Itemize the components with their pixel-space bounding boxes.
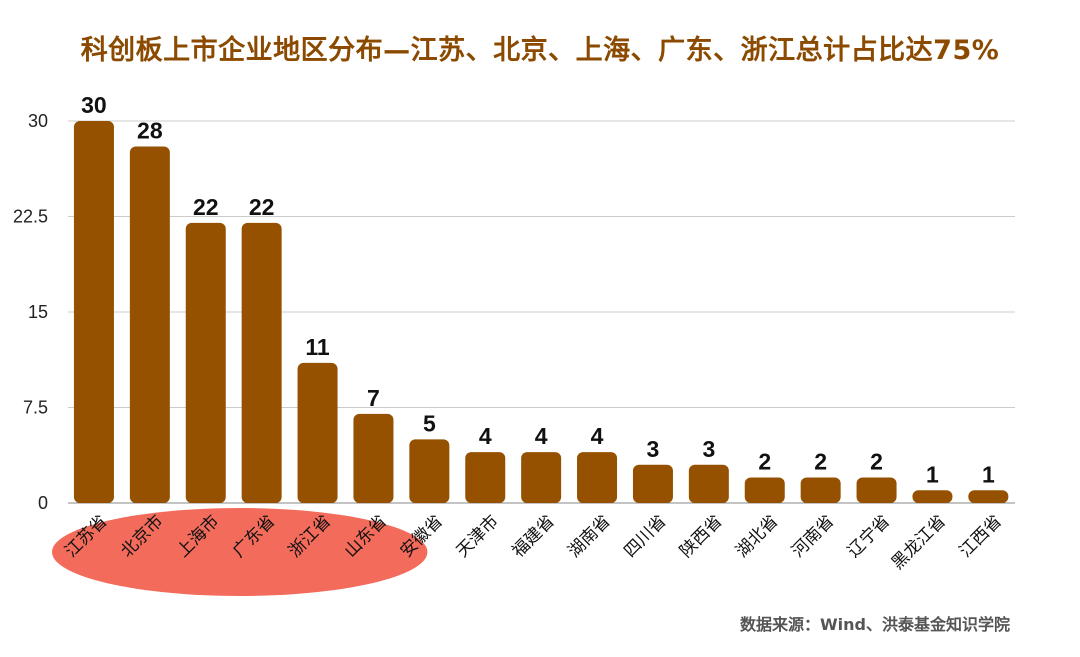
y-tick-label: 22.5 — [13, 207, 48, 227]
bar — [968, 490, 1009, 503]
highlight-ellipse — [52, 508, 428, 596]
bar — [353, 413, 394, 503]
x-tick-label: 江西省 — [956, 511, 1006, 561]
x-tick-label: 天津市 — [453, 511, 503, 561]
x-tick-label: 四川省 — [620, 511, 670, 561]
data-label: 11 — [305, 334, 330, 360]
bar — [856, 477, 897, 503]
x-tick-label: 湖北省 — [732, 511, 782, 561]
data-label: 7 — [367, 385, 380, 411]
data-label: 1 — [926, 461, 939, 487]
data-label: 30 — [81, 92, 107, 118]
data-label: 4 — [591, 423, 604, 449]
x-tick-label: 陕西省 — [676, 511, 726, 561]
data-label: 3 — [647, 436, 660, 462]
data-label: 22 — [193, 194, 219, 220]
data-label: 22 — [249, 194, 275, 220]
bar — [521, 452, 562, 503]
bar — [73, 121, 114, 503]
x-tick-label: 福建省 — [508, 511, 558, 561]
x-tick-label: 辽宁省 — [844, 511, 894, 561]
bar — [912, 490, 953, 503]
y-tick-label: 15 — [28, 302, 48, 322]
data-label: 2 — [870, 449, 883, 475]
y-tick-label: 0 — [38, 493, 48, 513]
x-tick-label: 黑龙江省 — [888, 511, 950, 573]
data-label: 2 — [814, 449, 827, 475]
x-tick-label: 湖南省 — [564, 511, 614, 561]
bar — [688, 464, 729, 503]
bars-layer — [73, 121, 1009, 503]
bar — [800, 477, 841, 503]
x-tick-label: 河南省 — [788, 511, 838, 561]
y-tick-label: 7.5 — [23, 398, 48, 418]
data-label: 5 — [423, 410, 436, 436]
data-label: 2 — [758, 449, 771, 475]
source-note: 数据来源：Wind、洪泰基金知识学院 — [740, 615, 1010, 634]
bar — [129, 146, 170, 503]
data-label: 1 — [982, 461, 995, 487]
bar — [241, 222, 282, 503]
y-tick-label: 30 — [28, 111, 48, 131]
highlight-layer — [52, 508, 428, 596]
bar — [409, 439, 450, 503]
data-label: 28 — [137, 117, 163, 143]
data-label: 4 — [535, 423, 548, 449]
bar — [297, 362, 338, 503]
bar — [632, 464, 673, 503]
bar — [577, 452, 618, 503]
data-label: 4 — [479, 423, 492, 449]
bar — [465, 452, 506, 503]
bar — [185, 222, 226, 503]
chart-title: 科创板上市企业地区分布—江苏、北京、上海、广东、浙江总计占比达75% — [80, 35, 1000, 66]
bar — [744, 477, 785, 503]
data-label: 3 — [702, 436, 715, 462]
